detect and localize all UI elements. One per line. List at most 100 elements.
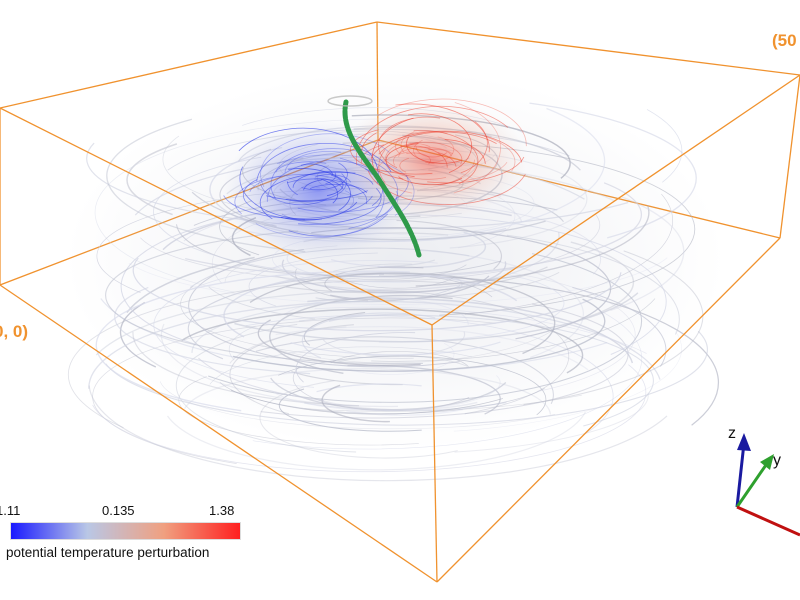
colored-streamline [378, 116, 441, 169]
colored-streamline [378, 131, 497, 155]
colored-streamline [428, 148, 452, 157]
vortex-center-trajectory [342, 99, 422, 258]
colored-streamline [355, 105, 509, 166]
colored-streamline [320, 178, 339, 204]
colorbar-mid-label: 0.135 [102, 503, 135, 518]
streamline [572, 286, 667, 367]
streamline [230, 389, 503, 415]
colored-streamline [325, 172, 337, 185]
colored-streamline [444, 139, 486, 164]
colored-streamline [285, 173, 347, 202]
streamline [234, 292, 639, 343]
colored-streamline [371, 117, 414, 170]
colored-streamline [395, 131, 448, 155]
y-axis-label: y [773, 452, 781, 469]
streamline [228, 325, 257, 361]
colored-streamline [398, 176, 463, 186]
colored-streamline [314, 178, 344, 190]
streamline [453, 331, 682, 432]
axes-triad [735, 433, 800, 537]
colored-streamline [385, 143, 419, 178]
streamline [316, 383, 422, 393]
top-marker [327, 95, 373, 107]
streamline [261, 328, 556, 364]
streamline [507, 271, 636, 392]
streamline [232, 298, 606, 372]
colored-streamline [260, 183, 327, 206]
streamline [523, 250, 704, 406]
y-arrowhead [760, 454, 774, 470]
streamline [175, 323, 357, 453]
colored-streamline [260, 133, 390, 188]
colored-streamline [239, 166, 322, 220]
streamline [257, 319, 421, 366]
streamline [252, 310, 643, 450]
streamline [95, 290, 420, 356]
colored-streamline [415, 146, 448, 158]
streamline [330, 351, 469, 367]
colored-streamline [407, 113, 472, 173]
streamline [259, 380, 458, 459]
streamline [301, 312, 436, 359]
colored-streamline [437, 152, 457, 167]
streamline [95, 270, 410, 412]
colored-streamline [413, 139, 435, 165]
streamline [209, 346, 472, 385]
colored-streamline [361, 144, 385, 164]
streamline [315, 285, 461, 303]
streamline [321, 384, 390, 423]
streamline [429, 275, 720, 426]
colored-streamline [277, 154, 415, 216]
colored-streamline [400, 141, 463, 165]
streamline [132, 257, 622, 332]
colored-streamline [280, 201, 358, 221]
streamline [367, 290, 570, 415]
colored-streamline [453, 102, 501, 194]
colored-streamline [377, 98, 527, 147]
colored-streamline [344, 190, 354, 208]
colored-streamline [309, 183, 368, 193]
colored-streamline [275, 161, 327, 173]
streamline [333, 263, 413, 272]
colored-streamline [286, 178, 368, 205]
streamline [88, 385, 668, 482]
streamline [126, 256, 255, 314]
colored-streamline [266, 190, 368, 202]
streamline [153, 156, 525, 278]
streamline [307, 297, 634, 364]
streamline [132, 331, 360, 407]
streamline [128, 257, 668, 305]
colorbar-title: potential temperature perturbation [6, 545, 210, 560]
colored-streamline [298, 188, 382, 225]
colored-streamline [281, 190, 399, 226]
streamline [105, 230, 423, 365]
y-axis-arrow [735, 461, 770, 508]
streamline [464, 193, 673, 315]
streamline [278, 355, 547, 416]
streamline [188, 248, 460, 368]
colored-streamline [425, 136, 455, 164]
streamline [166, 411, 586, 471]
streamline [114, 286, 311, 375]
colorbar [10, 522, 241, 540]
colorbar-max-label: 1.38 [209, 503, 235, 518]
streamline [187, 273, 384, 360]
streamline [303, 312, 366, 346]
colored-streamline [223, 195, 373, 219]
streamline [106, 118, 306, 253]
streamline [295, 332, 416, 383]
streamline [176, 224, 502, 278]
streamline [286, 266, 548, 294]
colored-streamline [399, 157, 410, 173]
streamline [448, 276, 463, 295]
colored-streamline [370, 130, 523, 163]
colored-streamline [461, 161, 508, 182]
streamline [454, 392, 649, 453]
colored-streamline [288, 213, 388, 237]
colored-streamline [234, 175, 282, 215]
colored-streamline [398, 141, 418, 157]
streamline [178, 376, 419, 446]
colored-streamline [288, 168, 351, 211]
colored-streamline [405, 145, 448, 168]
